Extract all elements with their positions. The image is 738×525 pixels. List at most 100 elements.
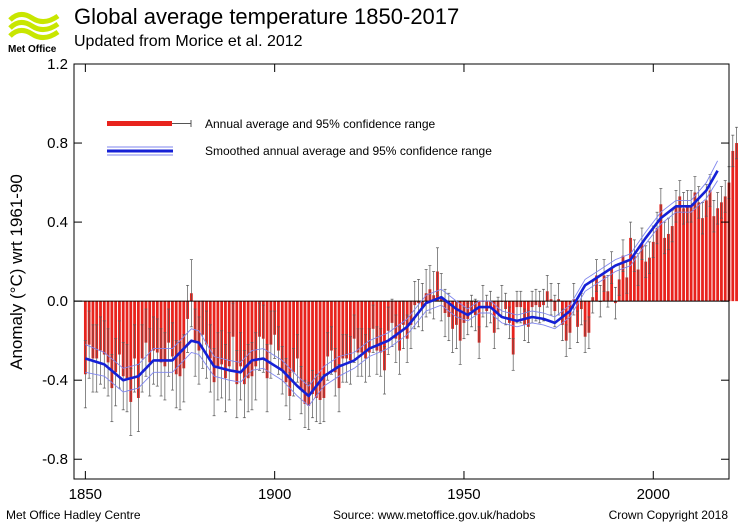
annual-bar [318, 301, 322, 400]
annual-bar [720, 202, 723, 302]
annual-bar [678, 196, 682, 302]
annual-bar [212, 301, 216, 383]
annual-bar [383, 301, 386, 371]
annual-bar [174, 301, 178, 375]
y-tick-label: 0.4 [47, 214, 68, 231]
annual-bar [685, 206, 689, 302]
annual-bar [360, 301, 364, 353]
annual-bar [731, 150, 735, 302]
legend-label-smoothed: Smoothed annual average and 95% confiden… [205, 144, 492, 158]
y-tick-label: -0.8 [42, 451, 68, 468]
annual-bar [292, 301, 295, 373]
annual-bar [121, 301, 125, 377]
annual-bar [682, 208, 685, 302]
annual-bar [667, 233, 670, 302]
legend-bar-swatch [107, 121, 172, 126]
x-tick-label: 1850 [69, 486, 102, 503]
annual-bar [511, 301, 515, 355]
legend: Annual average and 95% confidence range … [107, 117, 492, 158]
logo-text: Met Office [8, 44, 57, 55]
annual-bar [129, 301, 133, 402]
x-tick-label: 2000 [637, 486, 670, 503]
annual-bar [110, 301, 114, 389]
annual-bar [284, 301, 288, 383]
x-tick-label: 1950 [447, 486, 480, 503]
met-office-logo: Met Office [6, 6, 66, 56]
axes: -0.8 -0.4 0.0 0.4 0.8 1.2 1850 1900 1950 2000 [42, 56, 729, 503]
annual-bar [716, 208, 720, 302]
annual-bar [348, 301, 352, 361]
annual-bar [398, 301, 402, 351]
annual-bar [367, 301, 371, 353]
annual-bar [277, 301, 280, 351]
plot-frame [73, 63, 730, 480]
smooth-line [85, 170, 719, 398]
footer-source: Source: www.metoffice.gov.uk/hadobs [333, 508, 536, 522]
annual-bar [83, 301, 87, 375]
annual-bar [477, 301, 481, 343]
plot-area [74, 126, 738, 436]
annual-bar [708, 190, 712, 302]
annual-bar [564, 301, 568, 341]
annual-bar [364, 301, 367, 359]
annual-bar [333, 301, 337, 373]
annual-bar [701, 218, 704, 302]
annual-bar [136, 301, 140, 398]
footer-credit: Met Office Hadley Centre [6, 508, 141, 522]
annual-bar [345, 301, 349, 359]
annual-bar [621, 255, 625, 302]
annual-bar [224, 301, 227, 379]
annual-bar [114, 301, 118, 373]
chart-subtitle: Updated from Morice et al. 2012 [74, 33, 303, 50]
annual-bar [648, 257, 651, 302]
annual-bar [246, 301, 250, 379]
annual-bar [735, 143, 738, 302]
annual-bar [322, 301, 326, 398]
x-tick-label: 1900 [258, 486, 291, 503]
annual-bar [242, 301, 246, 385]
annual-bar [659, 204, 663, 302]
annual-bar [674, 206, 678, 302]
y-tick-label: 1.2 [47, 56, 68, 73]
y-tick-label: -0.4 [42, 372, 68, 389]
annual-bar [280, 301, 284, 371]
annual-bar [610, 267, 614, 302]
annual-bar [337, 301, 341, 389]
annual-bar [663, 237, 667, 302]
annual-bar [265, 301, 269, 379]
annual-bar [723, 196, 727, 302]
annual-bar [697, 202, 701, 302]
annual-bar [712, 216, 716, 302]
y-tick-label: 0.0 [47, 293, 68, 310]
annual-bar [689, 206, 693, 302]
annual-bar [655, 228, 659, 302]
annual-bar [583, 301, 587, 337]
smooth-range-lower [85, 180, 718, 407]
chart-title: Global average temperature 1850-2017 [74, 4, 460, 29]
annual-bar [178, 301, 182, 377]
y-tick-label: 0.8 [47, 135, 68, 152]
annual-bar [311, 301, 314, 395]
footer-copyright: Crown Copyright 2018 [608, 508, 728, 522]
annual-bar [670, 226, 674, 302]
annual-bar [632, 255, 636, 302]
annual-bar [235, 301, 239, 385]
met-office-wave-logo-icon: Met Office [8, 12, 60, 55]
annual-bar [307, 301, 311, 406]
annual-bar [375, 301, 379, 351]
annual-bar [629, 237, 632, 302]
annual-bar [250, 301, 254, 377]
legend-label-annual: Annual average and 95% confidence range [205, 117, 436, 131]
annual-bar [640, 243, 644, 302]
annual-bar [379, 301, 383, 353]
annual-bar [651, 241, 655, 302]
annual-bar [288, 301, 292, 396]
annual-bar [356, 301, 360, 353]
y-axis-label: Anomaly (°C) wrt 1961-90 [7, 174, 26, 370]
annual-bar [314, 301, 318, 398]
annual-bar [303, 301, 307, 404]
annual-bar [299, 301, 303, 391]
annual-bar [295, 301, 299, 359]
smooth-range-upper [85, 160, 718, 387]
